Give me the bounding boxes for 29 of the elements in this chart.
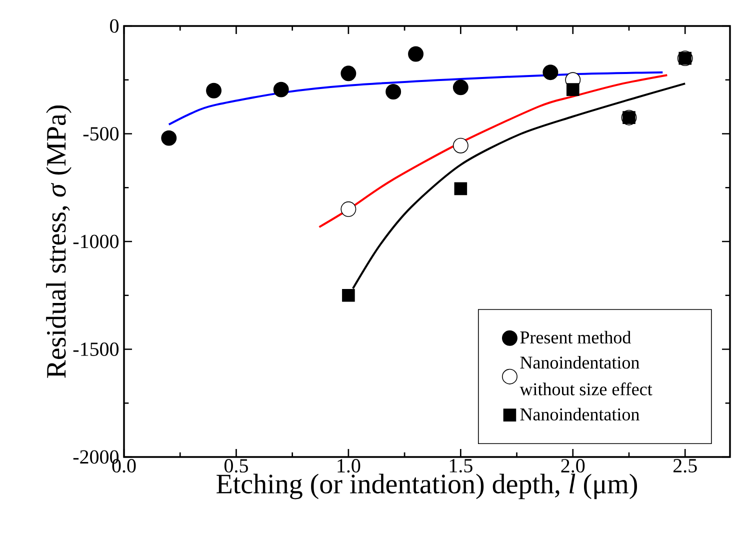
x-tick-label: 1.0 xyxy=(338,459,360,473)
point xyxy=(340,66,356,82)
x-tick-label: 0.5 xyxy=(224,459,248,473)
point xyxy=(273,82,289,98)
point xyxy=(161,130,177,146)
point xyxy=(542,64,558,80)
point xyxy=(454,182,468,196)
legend-label: Present method xyxy=(520,330,631,344)
point xyxy=(342,288,355,302)
line-series xyxy=(318,74,668,228)
legend-label: Nanoindentation without size effect xyxy=(520,356,652,396)
x-tick-label: 1.5 xyxy=(450,459,472,473)
point xyxy=(206,82,222,98)
point xyxy=(340,201,356,217)
point xyxy=(408,46,424,62)
legend-label: Nanoindentation xyxy=(520,408,640,420)
point xyxy=(452,80,468,96)
point xyxy=(566,83,580,96)
point xyxy=(452,138,468,154)
x-tick-label: 2.0 xyxy=(561,459,585,473)
y-tick-label: -1500 xyxy=(73,342,119,356)
y-tick-label: 0 xyxy=(110,19,119,33)
point xyxy=(386,84,402,100)
x-tick-label: 2.5 xyxy=(673,459,697,473)
line-series xyxy=(168,71,664,126)
y-axis-title: Residual stress, σ (MPa) xyxy=(46,106,72,378)
y-tick-label: -500 xyxy=(83,127,119,140)
x-axis-title: Etching (or indentation) depth, l (μm) xyxy=(216,474,637,500)
y-tick-label: -1000 xyxy=(73,234,119,248)
